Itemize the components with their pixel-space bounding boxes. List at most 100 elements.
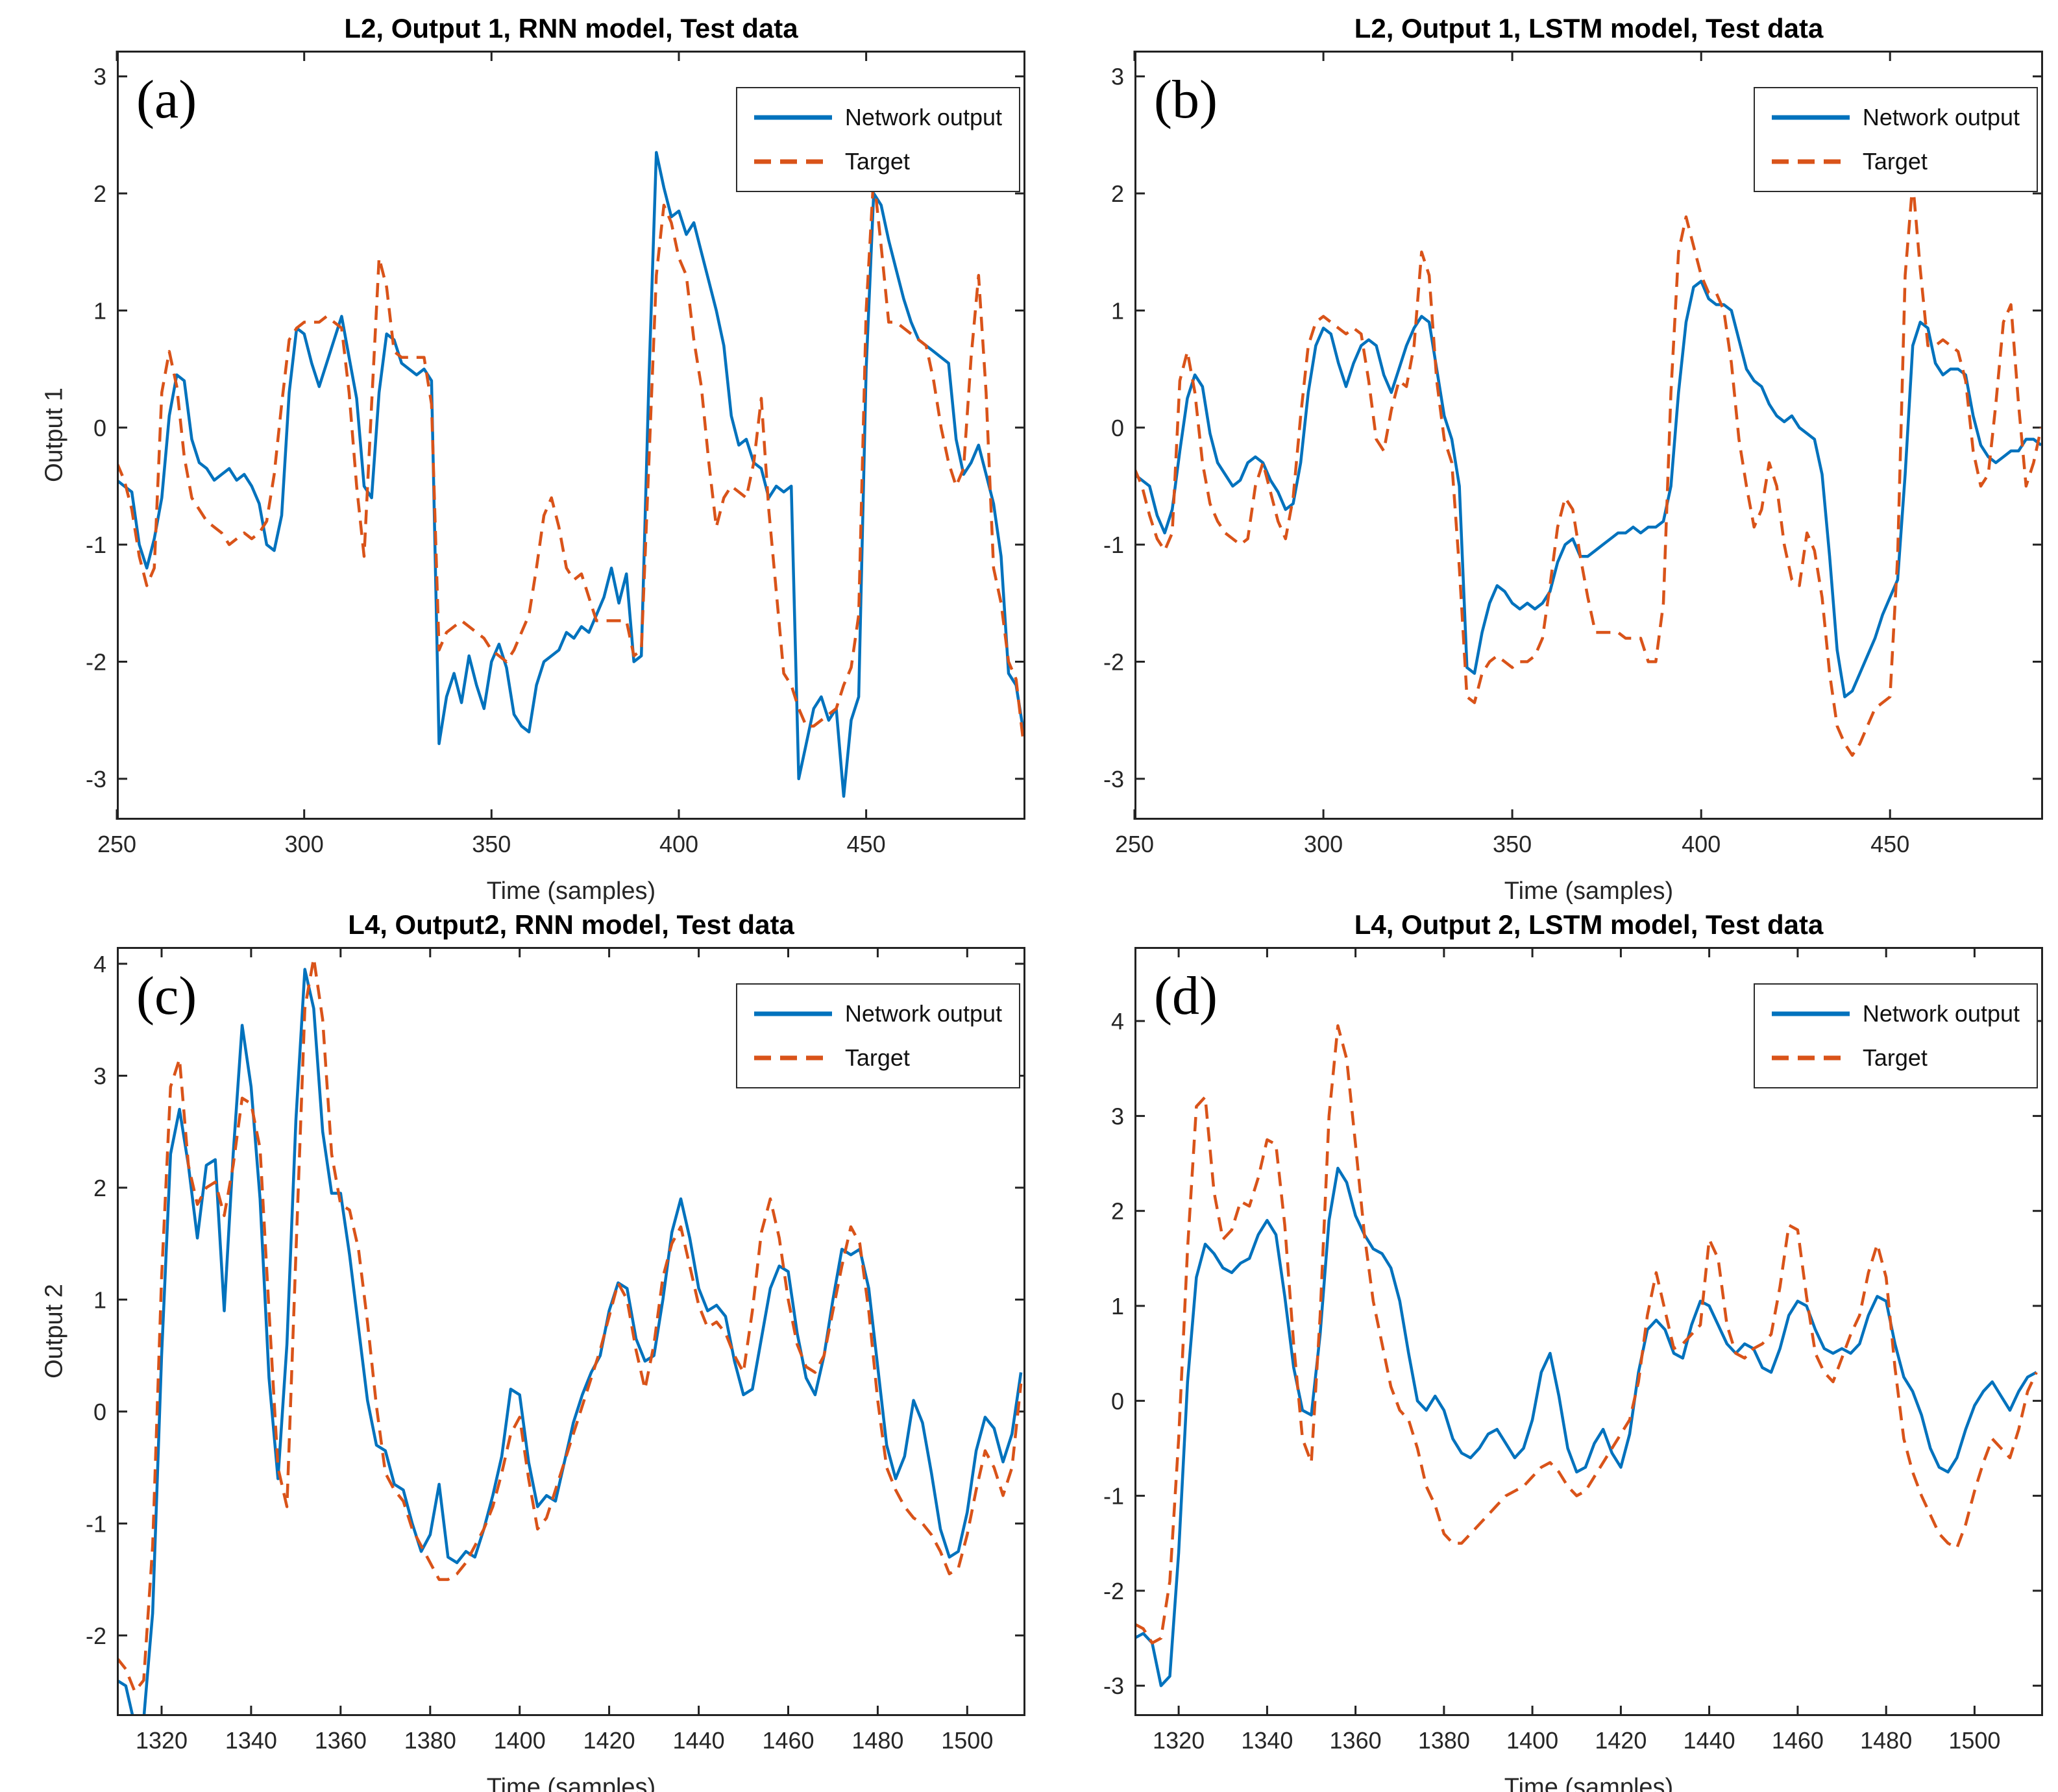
y-tick-label: 0 bbox=[93, 1399, 106, 1425]
x-tick-label: 1400 bbox=[1506, 1727, 1558, 1754]
dashed-line-icon bbox=[753, 1055, 832, 1061]
x-tick-label: 1500 bbox=[1948, 1727, 2000, 1754]
x-tick-label: 400 bbox=[1682, 831, 1721, 857]
x-tick-label: 1440 bbox=[673, 1727, 725, 1754]
plot-area: 1320 1340 1360 1380 1400 1420 1440 1460 1480 1500… bbox=[86, 947, 1025, 1754]
solid-line-icon bbox=[1771, 1011, 1850, 1016]
x-axis-label: Time (samples) bbox=[1504, 1774, 1674, 1792]
series-network-output bbox=[1134, 1166, 2037, 1688]
chart-canvas: 250 300 350 400 450 -3 -2 -1 0 1 2 3 bbox=[1103, 51, 2043, 857]
chart-title: L4, Output 2, LSTM model, Test data bbox=[1354, 909, 1824, 940]
y-tick-label: -1 bbox=[86, 532, 106, 558]
y-tick-label: 2 bbox=[1111, 180, 1124, 207]
panel-b: L2, Output 1, LSTM model, Test data 250 3… bbox=[1055, 10, 2058, 906]
x-tick-label: 1460 bbox=[762, 1727, 814, 1754]
y-tick-label: 3 bbox=[93, 1062, 106, 1089]
legend-item-target: Target bbox=[753, 148, 1002, 175]
series-network-output bbox=[1134, 280, 2042, 698]
x-tick-label: 1420 bbox=[583, 1727, 635, 1754]
legend-label: Target bbox=[844, 148, 910, 175]
chart-title: L2, Output 1, LSTM model, Test data bbox=[1354, 13, 1824, 43]
x-tick-label: 1360 bbox=[1330, 1727, 1382, 1754]
panel-letter: (d) bbox=[1154, 966, 1218, 1026]
legend-item-network-output: Network output bbox=[1771, 104, 2020, 131]
y-tick-label: -2 bbox=[1103, 649, 1124, 676]
x-tick-label: 1440 bbox=[1684, 1727, 1735, 1754]
legend-item-target: Target bbox=[753, 1044, 1002, 1072]
y-tick-label: -3 bbox=[1103, 1673, 1124, 1699]
series-target bbox=[117, 956, 1023, 1693]
y-tick-label: -1 bbox=[1103, 1483, 1124, 1510]
legend: Network output Target bbox=[735, 983, 1020, 1088]
x-tick-label: 1360 bbox=[315, 1727, 367, 1754]
x-tick-label: 1460 bbox=[1772, 1727, 1824, 1754]
legend-item-network-output: Network output bbox=[753, 104, 1002, 131]
plot-area: 1320 1340 1360 1380 1400 1420 1440 1460 1480 1500… bbox=[1103, 947, 2043, 1754]
x-tick-label: 400 bbox=[659, 831, 698, 857]
panel-a: L2, Output 1, RNN model, Test data Outpu… bbox=[26, 10, 1055, 906]
y-tick-label: -2 bbox=[1103, 1578, 1124, 1604]
dashed-line-icon bbox=[1771, 1055, 1850, 1061]
y-tick-label: -2 bbox=[86, 1623, 106, 1649]
legend: Network output Target bbox=[1753, 983, 2038, 1088]
x-tick-label: 1320 bbox=[1153, 1727, 1205, 1754]
y-tick-label: -3 bbox=[1103, 766, 1124, 792]
x-tick-label: 300 bbox=[1304, 831, 1343, 857]
dashed-line-icon bbox=[753, 159, 832, 164]
y-tick-label: 2 bbox=[93, 180, 106, 207]
x-tick-label: 1480 bbox=[851, 1727, 903, 1754]
x-tick-label: 350 bbox=[1493, 831, 1532, 857]
x-axis-label: Time (samples) bbox=[1504, 878, 1674, 905]
legend-item-target: Target bbox=[1771, 148, 2020, 175]
plot-area: 250 300 350 400 450 -3 -2 -1 0 1 2 3 (a) Network ou… bbox=[86, 51, 1025, 857]
y-tick-label: 4 bbox=[93, 951, 106, 977]
x-tick-label: 1480 bbox=[1860, 1727, 1912, 1754]
x-tick-label: 300 bbox=[285, 831, 324, 857]
y-tick-label: 3 bbox=[1111, 1103, 1124, 1129]
y-tick-label: 1 bbox=[93, 1286, 106, 1313]
legend-item-target: Target bbox=[1771, 1044, 2020, 1072]
legend-label: Network output bbox=[844, 1000, 1002, 1027]
legend-label: Target bbox=[1862, 1044, 1928, 1071]
y-tick-label: 0 bbox=[1111, 415, 1124, 441]
x-tick-label: 1420 bbox=[1595, 1727, 1647, 1754]
y-tick-label: 1 bbox=[1111, 297, 1124, 324]
y-tick-label: 1 bbox=[93, 297, 106, 324]
legend-label: Network output bbox=[1862, 104, 2020, 130]
series-network-output bbox=[117, 151, 1025, 798]
legend: Network output Target bbox=[735, 87, 1020, 192]
series-target bbox=[1134, 180, 2043, 757]
panel-letter: (b) bbox=[1154, 69, 1218, 130]
dashed-line-icon bbox=[1771, 159, 1850, 164]
x-tick-label: 250 bbox=[97, 831, 136, 857]
chart-canvas: 250 300 350 400 450 -3 -2 -1 0 1 2 3 bbox=[86, 51, 1025, 857]
y-axis-label: Output 2 bbox=[40, 1284, 68, 1379]
legend-label: Network output bbox=[1862, 1000, 2020, 1027]
x-tick-label: 1340 bbox=[1241, 1727, 1293, 1754]
x-tick-label: 350 bbox=[472, 831, 511, 857]
panel-letter: (a) bbox=[136, 69, 197, 130]
solid-line-icon bbox=[753, 115, 832, 120]
y-tick-label: 3 bbox=[93, 64, 106, 90]
legend-label: Target bbox=[844, 1044, 910, 1071]
y-tick-label: -1 bbox=[86, 1510, 106, 1537]
x-tick-label: 1380 bbox=[404, 1727, 456, 1754]
legend-item-network-output: Network output bbox=[753, 1000, 1002, 1027]
y-axis-label: Output 1 bbox=[40, 387, 68, 482]
panel-c: L4, Output2, RNN model, Test data Output… bbox=[26, 907, 1055, 1792]
x-tick-label: 1380 bbox=[1418, 1727, 1470, 1754]
x-tick-label: 1340 bbox=[225, 1727, 277, 1754]
y-tick-label: -2 bbox=[86, 649, 106, 676]
y-tick-label: 1 bbox=[1111, 1293, 1124, 1319]
x-tick-label: 1500 bbox=[941, 1727, 993, 1754]
axis-box bbox=[117, 51, 1025, 820]
y-tick-label: -3 bbox=[86, 766, 106, 792]
legend-label: Network output bbox=[844, 104, 1002, 130]
chart-canvas: 1320 1340 1360 1380 1400 1420 1440 1460 1480 1500… bbox=[1103, 947, 2043, 1754]
panel-letter: (c) bbox=[136, 966, 197, 1026]
y-tick-label: 2 bbox=[1111, 1198, 1124, 1225]
x-axis-label: Time (samples) bbox=[486, 1774, 656, 1792]
chart-title: L4, Output2, RNN model, Test data bbox=[348, 909, 794, 940]
y-tick-label: 0 bbox=[1111, 1388, 1124, 1414]
